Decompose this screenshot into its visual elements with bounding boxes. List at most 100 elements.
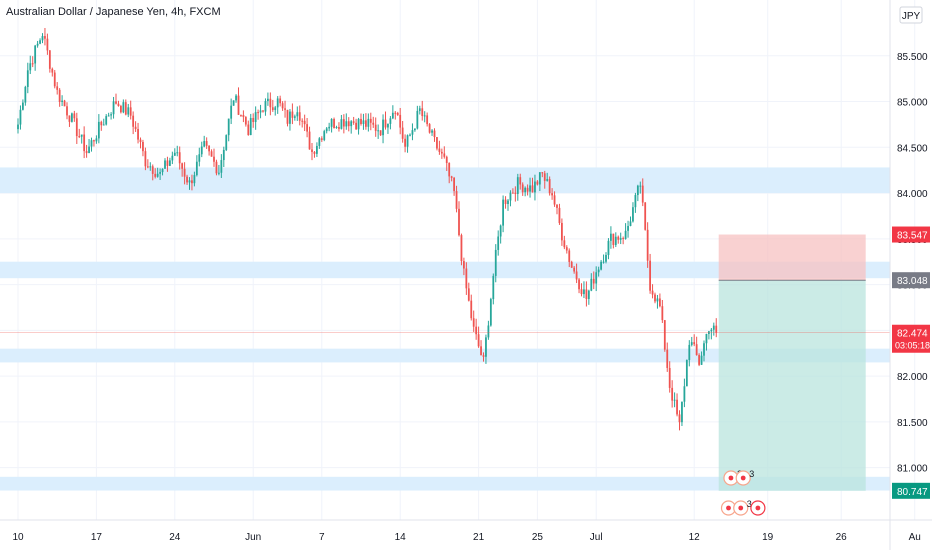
candle-126: [325, 126, 328, 134]
candle-248: [624, 223, 627, 240]
short-position-tool[interactable]: [718, 234, 866, 491]
candle-14: [51, 67, 54, 77]
candle-47: [132, 111, 135, 135]
candle-262: [659, 293, 661, 308]
candle-62: [169, 157, 171, 167]
candle-76: [203, 135, 206, 148]
candle-2: [22, 99, 24, 111]
candle-234: [590, 273, 593, 292]
candle-178: [453, 176, 455, 196]
candle-89: [235, 94, 237, 103]
candle-92: [242, 110, 245, 123]
candle-260: [654, 292, 656, 304]
candle-203: [514, 186, 517, 202]
candle-123: [318, 137, 321, 149]
candle-278: [698, 353, 700, 367]
candle-249: [627, 220, 629, 238]
candle-223: [563, 235, 566, 250]
candle-49: [137, 122, 139, 144]
candle-140: [360, 113, 362, 126]
candle-217: [548, 176, 551, 196]
candle-20: [66, 102, 68, 120]
candle-273: [685, 359, 688, 387]
candle-52: [144, 147, 147, 171]
candle-189: [480, 340, 482, 356]
candle-208: [526, 184, 529, 196]
candle-175: [445, 155, 448, 171]
target-price-badge: 80.747: [892, 482, 930, 499]
candle-19: [63, 99, 66, 107]
candle-86: [227, 118, 230, 142]
candle-246: [619, 232, 622, 245]
candle-226: [570, 260, 573, 268]
candle-190: [482, 352, 485, 362]
candle-109: [284, 100, 286, 118]
candle-100: [262, 110, 264, 113]
x-tick-label-8: Jul: [590, 532, 603, 543]
candle-133: [342, 114, 345, 134]
candle-96: [252, 113, 255, 128]
candle-276: [693, 334, 696, 347]
candle-179: [455, 185, 458, 213]
candle-275: [690, 336, 693, 347]
candle-132: [340, 114, 343, 130]
candle-137: [352, 116, 355, 125]
candle-269: [676, 393, 678, 417]
stop-loss-zone: [718, 234, 866, 281]
candle-88: [232, 100, 235, 106]
candle-103: [269, 92, 272, 116]
candle-32: [95, 135, 98, 144]
candle-116: [301, 118, 304, 128]
candle-258: [649, 253, 651, 294]
candle-22: [71, 112, 73, 123]
candle-151: [387, 123, 389, 134]
candle-110: [286, 109, 289, 127]
candle-58: [159, 168, 161, 180]
candle-200: [507, 198, 509, 211]
candle-25: [78, 128, 81, 139]
candle-210: [531, 177, 534, 193]
candle-163: [416, 105, 419, 130]
y-tick-label-7: 82.000: [897, 372, 928, 383]
candle-201: [509, 190, 512, 207]
candle-266: [668, 361, 671, 393]
candle-35: [102, 118, 105, 126]
candle-90: [237, 87, 240, 115]
candle-129: [333, 117, 335, 129]
candle-8: [36, 40, 39, 48]
candle-227: [573, 265, 576, 274]
entry-price-badge: 83.048: [892, 272, 930, 289]
candle-63: [171, 151, 174, 165]
candle-18: [61, 95, 63, 107]
candle-17: [58, 88, 61, 107]
candle-272: [683, 378, 686, 408]
candle-142: [365, 113, 367, 130]
candle-77: [205, 137, 208, 149]
candle-53: [146, 159, 149, 169]
currency-badge: JPY: [899, 6, 923, 24]
candle-215: [543, 170, 546, 189]
candle-71: [191, 174, 193, 191]
time-axis[interactable]: 10 17 24 Jun 7 14 21 25 Jul 12 19 26 Au: [0, 519, 932, 543]
candle-138: [355, 118, 357, 130]
event-marker-1: 3: [735, 469, 754, 486]
candle-184: [467, 282, 470, 302]
candle-97: [254, 106, 257, 130]
candle-211: [534, 174, 536, 201]
candle-145: [372, 116, 375, 128]
candle-66: [178, 146, 181, 170]
candle-122: [316, 142, 318, 157]
price-axis[interactable]: JPY85.50085.00084.50084.00083.50083.0008…: [889, 0, 930, 550]
candle-48: [134, 121, 137, 132]
event-markers[interactable]: 233: [720, 469, 766, 516]
candle-125: [323, 129, 326, 142]
candle-194: [492, 273, 495, 305]
candle-155: [396, 111, 399, 116]
candle-185: [470, 294, 473, 321]
candle-3: [24, 85, 27, 106]
candle-247: [622, 236, 625, 245]
candle-193: [489, 297, 492, 327]
candle-241: [607, 238, 610, 260]
